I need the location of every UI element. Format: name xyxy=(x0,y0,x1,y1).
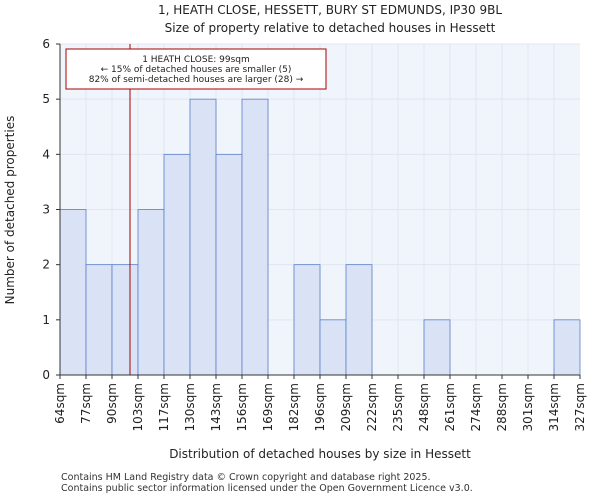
x-axis-label: Distribution of detached houses by size … xyxy=(169,447,471,461)
y-tick-label: 3 xyxy=(42,203,50,217)
footer-line-2: Contains public sector information licen… xyxy=(61,483,473,494)
bar xyxy=(553,319,581,376)
x-tick-label: 274sqm xyxy=(469,383,483,431)
chart-title: 1, HEATH CLOSE, HESSETT, BURY ST EDMUNDS… xyxy=(158,3,502,17)
annotation-line-2: ← 15% of detached houses are smaller (5) xyxy=(101,65,292,75)
y-tick-label: 4 xyxy=(42,147,50,161)
x-tick-label: 248sqm xyxy=(417,383,431,431)
x-tick-label: 301sqm xyxy=(521,383,535,431)
bar xyxy=(423,319,451,376)
annotation-line-1: 1 HEATH CLOSE: 99sqm xyxy=(142,55,250,65)
x-tick-label: 222sqm xyxy=(365,383,379,431)
x-tick-label: 235sqm xyxy=(391,383,405,431)
y-tick-label: 0 xyxy=(42,368,50,382)
x-tick-label: 130sqm xyxy=(183,383,197,431)
bar xyxy=(293,264,321,376)
x-tick-label: 261sqm xyxy=(443,383,457,431)
footer-line-1: Contains HM Land Registry data © Crown c… xyxy=(61,472,431,483)
x-tick-label: 169sqm xyxy=(261,383,275,431)
x-tick-label: 103sqm xyxy=(131,383,145,431)
y-tick-label: 2 xyxy=(42,258,50,272)
x-tick-label: 77sqm xyxy=(79,383,93,424)
bar xyxy=(59,209,87,376)
annotation-box: 1 HEATH CLOSE: 99sqm ← 15% of detached h… xyxy=(65,48,327,90)
x-tick-label: 182sqm xyxy=(287,383,301,431)
x-tick-label: 209sqm xyxy=(339,383,353,431)
bar xyxy=(345,264,373,376)
y-tick-label: 1 xyxy=(42,313,50,327)
bar xyxy=(189,98,217,376)
bar xyxy=(111,264,139,376)
y-axis-label: Number of detached properties xyxy=(3,116,17,305)
chart-subtitle: Size of property relative to detached ho… xyxy=(165,21,496,35)
bar xyxy=(137,209,165,376)
y-axis-ticks: 0 1 2 3 4 5 6 xyxy=(42,37,60,382)
histogram-chart: 1, HEATH CLOSE, HESSETT, BURY ST EDMUNDS… xyxy=(3,3,587,461)
x-tick-label: 327sqm xyxy=(573,383,587,431)
bar xyxy=(319,319,347,376)
x-tick-label: 288sqm xyxy=(495,383,509,431)
x-tick-label: 64sqm xyxy=(53,383,67,424)
x-tick-label: 90sqm xyxy=(105,383,119,424)
y-tick-label: 6 xyxy=(42,37,50,51)
x-tick-label: 314sqm xyxy=(547,383,561,431)
x-tick-label: 196sqm xyxy=(313,383,327,431)
bar xyxy=(241,98,269,376)
bar xyxy=(85,264,113,376)
bar xyxy=(163,153,191,376)
y-tick-label: 5 xyxy=(42,92,50,106)
x-tick-label: 117sqm xyxy=(157,383,171,431)
annotation-line-3: 82% of semi-detached houses are larger (… xyxy=(89,75,304,85)
x-axis-ticks: 64sqm 77sqm 90sqm 103sqm 117sqm 130sqm 143sqm 1… xyxy=(53,375,587,431)
x-tick-label: 156sqm xyxy=(235,383,249,431)
bar xyxy=(215,153,243,376)
x-tick-label: 143sqm xyxy=(209,383,223,431)
bars-group xyxy=(59,98,581,376)
